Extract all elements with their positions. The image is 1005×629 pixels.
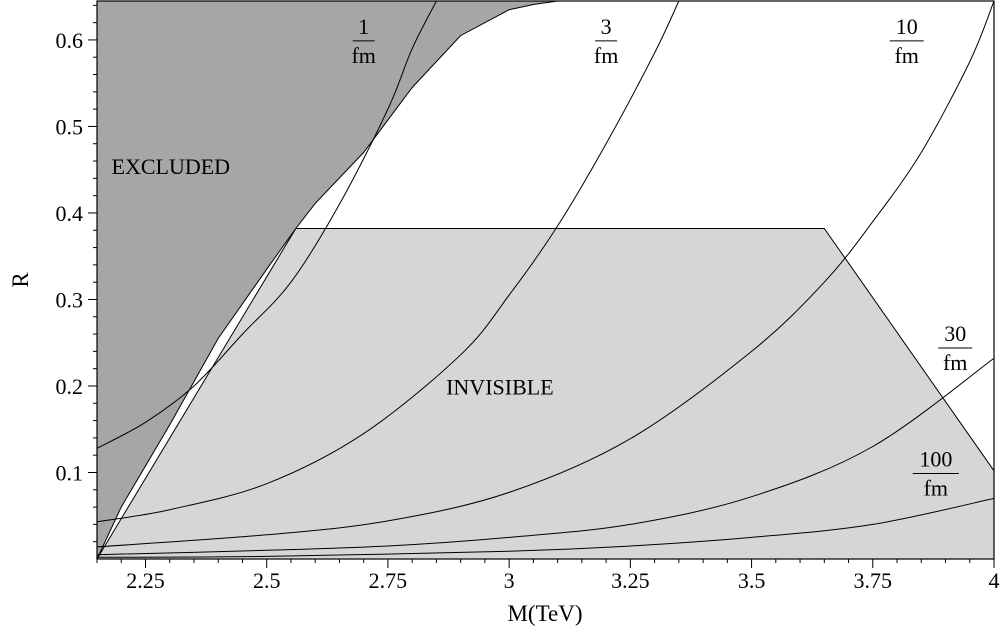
y-tick-label: 0.4 bbox=[56, 201, 84, 226]
y-tick-label: 0.6 bbox=[56, 28, 84, 53]
y-axis-label: R bbox=[8, 272, 33, 288]
curve-label-2: 10 fm bbox=[889, 14, 924, 68]
curve-4 bbox=[97, 497, 994, 558]
x-axis-label: M(TeV) bbox=[507, 601, 582, 626]
region-excluded bbox=[97, 1, 558, 559]
ticks-layer: 2.25 2.5 2.75 3 3.25 3.5 3.75 4 0.1 0.2 0.3 0.4 0.5 0… bbox=[56, 4, 1000, 593]
labels-layer: M(TeV) R EXCLUDED INVISIBLE 1 fm 3 fm 10 fm 30 fm… bbox=[8, 14, 973, 626]
region-invisible bbox=[97, 228, 994, 559]
x-tick-label: 2.5 bbox=[253, 568, 281, 593]
curve-label-numerator: 3 bbox=[601, 14, 612, 39]
regions-layer bbox=[97, 1, 994, 559]
curve-2 bbox=[97, 1, 994, 548]
curve-label-4: 100 fm bbox=[912, 446, 959, 500]
curve-1 bbox=[97, 1, 680, 523]
y-tick-label: 0.1 bbox=[56, 460, 84, 485]
curve-label-denominator: fm bbox=[351, 43, 375, 68]
x-tick-label: 3 bbox=[504, 568, 515, 593]
curve-label-denominator: fm bbox=[894, 43, 918, 68]
curve-label-numerator: 30 bbox=[944, 321, 966, 346]
curve-label-denominator: fm bbox=[924, 475, 948, 500]
y-tick-label: 0.2 bbox=[56, 374, 84, 399]
curve-label-denominator: fm bbox=[594, 43, 618, 68]
curve-label-3: 30 fm bbox=[938, 321, 973, 375]
curve-0 bbox=[97, 1, 437, 449]
curve-label-numerator: 10 bbox=[896, 14, 918, 39]
curve-label-numerator: 100 bbox=[919, 446, 952, 471]
y-tick-label: 0.5 bbox=[56, 114, 84, 139]
curve-3 bbox=[97, 357, 994, 556]
x-tick-label: 2.75 bbox=[369, 568, 408, 593]
curve-label-denominator: fm bbox=[943, 350, 967, 375]
curves-layer bbox=[97, 1, 994, 558]
x-tick-label: 3.5 bbox=[738, 568, 766, 593]
plot-frame bbox=[96, 0, 995, 560]
y-tick-label: 0.3 bbox=[56, 287, 84, 312]
curve-label-numerator: 1 bbox=[358, 14, 369, 39]
curve-label-0: 1 fm bbox=[351, 14, 375, 68]
x-tick-label: 3.25 bbox=[611, 568, 650, 593]
region-label-excluded: EXCLUDED bbox=[112, 154, 231, 179]
curve-label-1: 3 fm bbox=[594, 14, 618, 68]
x-tick-label: 4 bbox=[989, 568, 1000, 593]
region-label-invisible: INVISIBLE bbox=[446, 375, 554, 400]
x-tick-label: 2.25 bbox=[126, 568, 165, 593]
x-tick-label: 3.75 bbox=[854, 568, 893, 593]
